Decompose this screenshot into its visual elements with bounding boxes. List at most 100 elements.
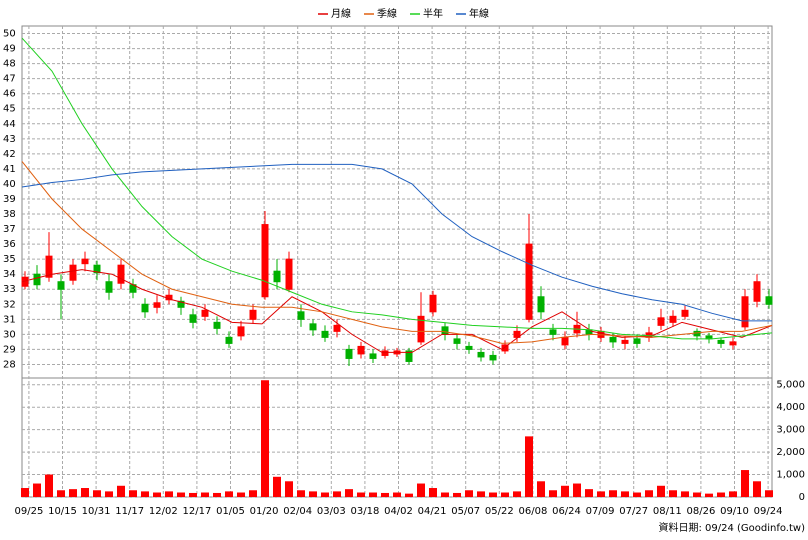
candle-body bbox=[381, 350, 389, 356]
volume-bar bbox=[705, 493, 713, 497]
ma-line bbox=[21, 163, 772, 322]
y-tick-label: 47 bbox=[3, 74, 16, 85]
x-tick-label: 11/17 bbox=[115, 506, 144, 517]
candle-body bbox=[609, 336, 617, 343]
x-tick-label: 12/17 bbox=[182, 506, 211, 517]
volume-bar bbox=[501, 492, 509, 497]
volume-bar bbox=[93, 490, 101, 497]
y-tick-label: 34 bbox=[3, 269, 16, 280]
candle-body bbox=[69, 264, 77, 281]
volume-bar bbox=[393, 492, 401, 497]
ma-line bbox=[21, 269, 773, 353]
candle-body bbox=[345, 348, 353, 359]
volume-bar bbox=[69, 489, 77, 497]
candle-body bbox=[537, 296, 545, 313]
volume-bar bbox=[297, 490, 305, 497]
y-tick-label: 41 bbox=[3, 164, 16, 175]
volume-bar bbox=[417, 483, 425, 497]
candle-body bbox=[309, 323, 317, 331]
legend-label: 月線 bbox=[331, 7, 351, 20]
candle-body bbox=[333, 324, 341, 332]
y-tick-label: 35 bbox=[3, 254, 16, 265]
volume-bar bbox=[141, 491, 149, 497]
candle-body bbox=[501, 344, 509, 352]
candle-body bbox=[741, 296, 749, 328]
volume-bar bbox=[165, 491, 173, 497]
candle-body bbox=[729, 341, 737, 346]
volume-tick-label: 1,000 bbox=[776, 470, 805, 481]
candle-body bbox=[177, 300, 185, 308]
volume-bar bbox=[693, 492, 701, 497]
y-tick-label: 37 bbox=[3, 224, 16, 235]
date-note: 資料日期: 09/24 (Goodinfo.tw) bbox=[658, 521, 805, 534]
volume-bar bbox=[153, 492, 161, 497]
x-tick-label: 03/03 bbox=[317, 506, 346, 517]
candle-body bbox=[453, 338, 461, 344]
volume-bar bbox=[729, 491, 737, 497]
y-tick-label: 42 bbox=[3, 149, 16, 160]
volume-bar bbox=[741, 470, 749, 497]
candle-body bbox=[369, 353, 377, 359]
candle-body bbox=[33, 273, 41, 286]
x-tick-label: 04/21 bbox=[418, 506, 447, 517]
legend-label: 年線 bbox=[469, 7, 489, 20]
candle-body bbox=[465, 345, 473, 350]
x-tick-label: 10/31 bbox=[82, 506, 111, 517]
candle-body bbox=[213, 321, 221, 329]
x-tick-label: 08/11 bbox=[653, 506, 682, 517]
y-tick-label: 30 bbox=[3, 329, 16, 340]
x-tick-label: 01/05 bbox=[216, 506, 245, 517]
volume-bar bbox=[717, 492, 725, 497]
x-tick-label: 05/22 bbox=[485, 506, 514, 517]
volume-bar bbox=[81, 488, 89, 497]
candle-body bbox=[717, 339, 725, 344]
candle-body bbox=[561, 336, 569, 346]
candle-body bbox=[357, 345, 365, 355]
volume-bar bbox=[489, 492, 497, 497]
volume-bar bbox=[33, 483, 41, 497]
y-tick-label: 49 bbox=[3, 44, 16, 55]
candle-body bbox=[753, 281, 761, 302]
volume-bar bbox=[633, 492, 641, 497]
candle-body bbox=[321, 330, 329, 338]
volume-bar bbox=[369, 492, 377, 497]
candle-body bbox=[225, 336, 233, 344]
volume-bar bbox=[669, 490, 677, 497]
x-tick-label: 04/02 bbox=[384, 506, 413, 517]
candle-body bbox=[141, 303, 149, 313]
volume-bar bbox=[597, 491, 605, 497]
y-tick-label: 46 bbox=[3, 89, 16, 100]
candle-body bbox=[237, 326, 245, 337]
volume-bar bbox=[21, 488, 29, 497]
candle-body bbox=[57, 281, 65, 290]
volume-tick-label: 3,000 bbox=[776, 425, 805, 436]
volume-bar bbox=[681, 491, 689, 497]
x-tick-label: 05/07 bbox=[451, 506, 480, 517]
volume-bar bbox=[549, 490, 557, 497]
volume-bar bbox=[645, 490, 653, 497]
plot-frame bbox=[21, 25, 773, 498]
volume-bar bbox=[537, 481, 545, 497]
candle-body bbox=[549, 329, 557, 335]
candle-body bbox=[633, 338, 641, 344]
volume-bar bbox=[657, 485, 665, 497]
y-tick-label: 39 bbox=[3, 194, 16, 205]
ma-line bbox=[21, 161, 773, 344]
volume-bar bbox=[561, 485, 569, 497]
x-tick-label: 07/09 bbox=[586, 506, 615, 517]
volume-bar bbox=[453, 492, 461, 497]
ma-line bbox=[21, 37, 773, 340]
y-tick-label: 33 bbox=[3, 284, 16, 295]
x-tick-label: 09/25 bbox=[14, 506, 43, 517]
candle-body bbox=[513, 330, 521, 338]
candle-body bbox=[153, 302, 161, 308]
x-tick-label: 07/27 bbox=[619, 506, 648, 517]
y-tick-label: 31 bbox=[3, 314, 16, 325]
volume-bar bbox=[105, 491, 113, 497]
volume-bar bbox=[273, 476, 281, 497]
candle-body bbox=[765, 296, 773, 305]
volume-bar bbox=[189, 492, 197, 497]
candle-body bbox=[621, 339, 629, 344]
candle-body bbox=[297, 311, 305, 320]
